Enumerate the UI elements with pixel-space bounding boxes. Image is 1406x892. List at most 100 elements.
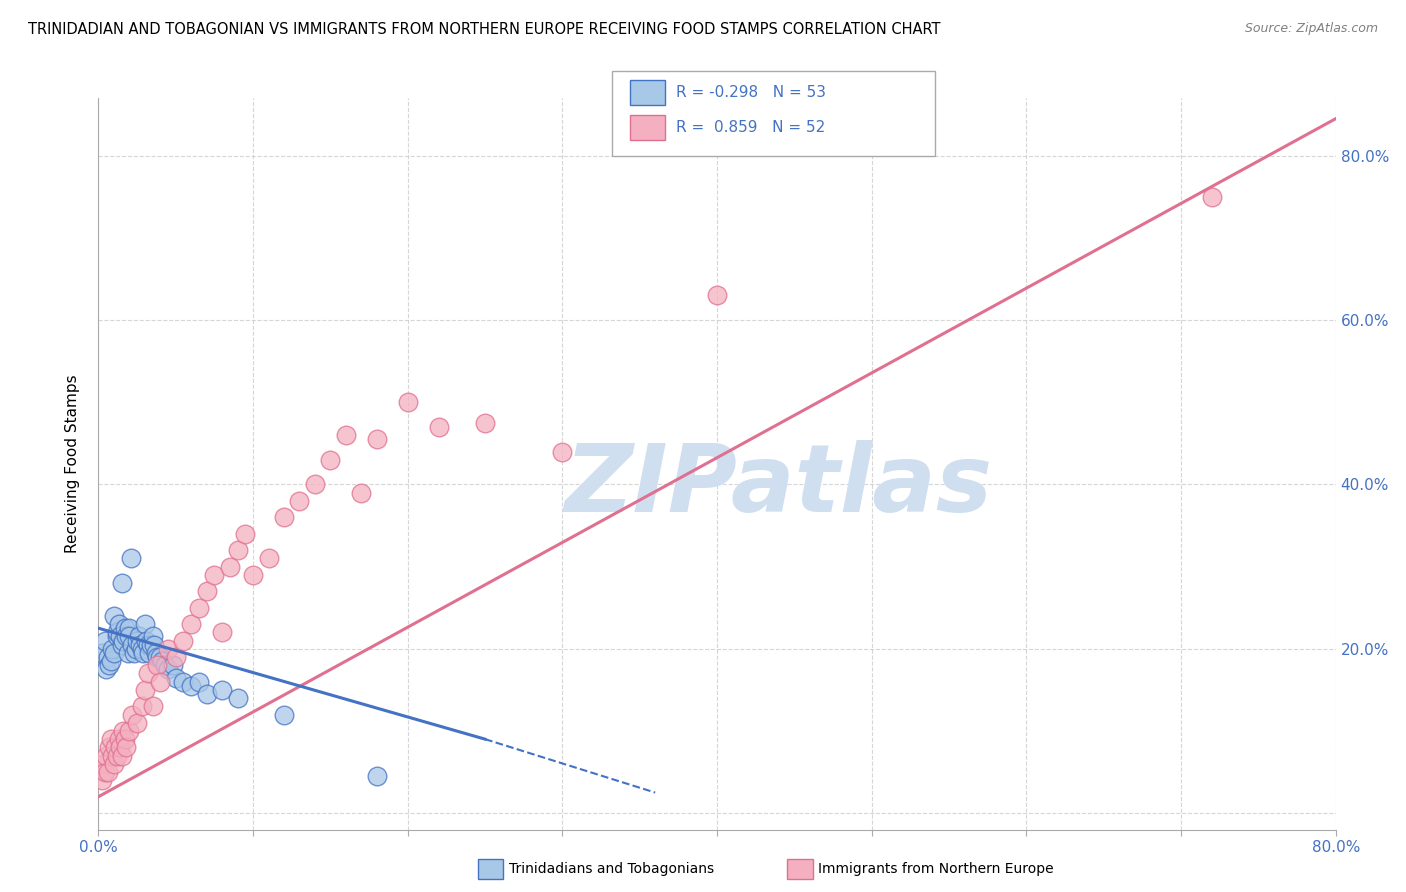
Point	[142, 629, 165, 643]
Point	[474, 416, 496, 430]
Point	[117, 646, 139, 660]
Point	[112, 633, 135, 648]
Point	[173, 674, 195, 689]
Point	[257, 551, 280, 566]
Point	[273, 707, 295, 722]
Point	[91, 756, 114, 771]
Point	[146, 658, 169, 673]
Point	[180, 617, 202, 632]
Point	[138, 646, 160, 660]
Point	[129, 638, 152, 652]
Point	[103, 646, 125, 660]
Point	[114, 732, 136, 747]
Point	[131, 641, 153, 656]
Point	[157, 662, 180, 676]
Point	[134, 617, 156, 632]
Point	[153, 658, 176, 673]
Point	[146, 650, 169, 665]
Point	[173, 633, 195, 648]
Point	[115, 740, 138, 755]
Point	[149, 650, 172, 665]
Point	[319, 452, 342, 467]
Point	[121, 707, 143, 722]
Point	[211, 682, 233, 697]
Point	[135, 633, 157, 648]
Point	[366, 769, 388, 783]
Point	[90, 646, 112, 660]
Point	[195, 584, 218, 599]
Point	[551, 444, 574, 458]
Point	[100, 654, 122, 668]
Y-axis label: Receiving Food Stamps: Receiving Food Stamps	[65, 375, 80, 553]
Point	[103, 756, 125, 771]
Point	[131, 699, 153, 714]
Point	[188, 600, 211, 615]
Point	[115, 629, 138, 643]
Point	[121, 638, 143, 652]
Point	[219, 559, 242, 574]
Point	[118, 629, 141, 643]
Point	[427, 420, 450, 434]
Point	[1201, 190, 1223, 204]
Point	[226, 691, 249, 706]
Point	[120, 551, 142, 566]
Point	[93, 765, 115, 780]
Point	[105, 629, 128, 643]
Text: ZIPatlas: ZIPatlas	[565, 440, 993, 532]
Point	[101, 748, 124, 763]
Point	[242, 567, 264, 582]
Point	[105, 748, 128, 763]
Point	[143, 638, 166, 652]
Point	[127, 715, 149, 730]
Point	[211, 625, 233, 640]
Point	[180, 679, 202, 693]
Point	[111, 748, 134, 763]
Point	[112, 723, 135, 738]
Point	[111, 638, 134, 652]
Point	[101, 641, 124, 656]
Point	[396, 395, 419, 409]
Text: R =  0.859   N = 52: R = 0.859 N = 52	[676, 120, 825, 136]
Point	[104, 740, 127, 755]
Point	[118, 621, 141, 635]
Text: Immigrants from Northern Europe: Immigrants from Northern Europe	[818, 862, 1054, 876]
Point	[165, 650, 187, 665]
Point	[188, 674, 211, 689]
Point	[97, 650, 120, 665]
Point	[108, 629, 131, 643]
Point	[157, 641, 180, 656]
Point	[108, 740, 131, 755]
Point	[98, 658, 121, 673]
Point	[122, 646, 145, 660]
Point	[304, 477, 326, 491]
Text: TRINIDADIAN AND TOBAGONIAN VS IMMIGRANTS FROM NORTHERN EUROPE RECEIVING FOOD STA: TRINIDADIAN AND TOBAGONIAN VS IMMIGRANTS…	[28, 22, 941, 37]
Point	[145, 646, 167, 660]
Point	[162, 658, 184, 673]
Point	[98, 740, 121, 755]
Point	[366, 432, 388, 446]
Point	[136, 666, 159, 681]
Point	[90, 773, 112, 788]
Point	[226, 543, 249, 558]
Point	[136, 638, 159, 652]
Point	[142, 699, 165, 714]
Text: Trinidadians and Tobagonians: Trinidadians and Tobagonians	[509, 862, 714, 876]
Point	[195, 687, 218, 701]
Point	[128, 629, 150, 643]
Point	[139, 638, 162, 652]
Point	[93, 633, 115, 648]
Point	[288, 493, 311, 508]
Point	[97, 765, 120, 780]
Point	[114, 621, 136, 635]
Point	[149, 674, 172, 689]
Point	[107, 617, 129, 632]
Point	[150, 654, 173, 668]
Point	[132, 646, 155, 660]
Point	[107, 732, 129, 747]
Point	[96, 662, 118, 676]
Point	[127, 633, 149, 648]
Point	[103, 608, 125, 623]
Point	[204, 567, 226, 582]
Point	[124, 641, 146, 656]
Point	[706, 288, 728, 302]
